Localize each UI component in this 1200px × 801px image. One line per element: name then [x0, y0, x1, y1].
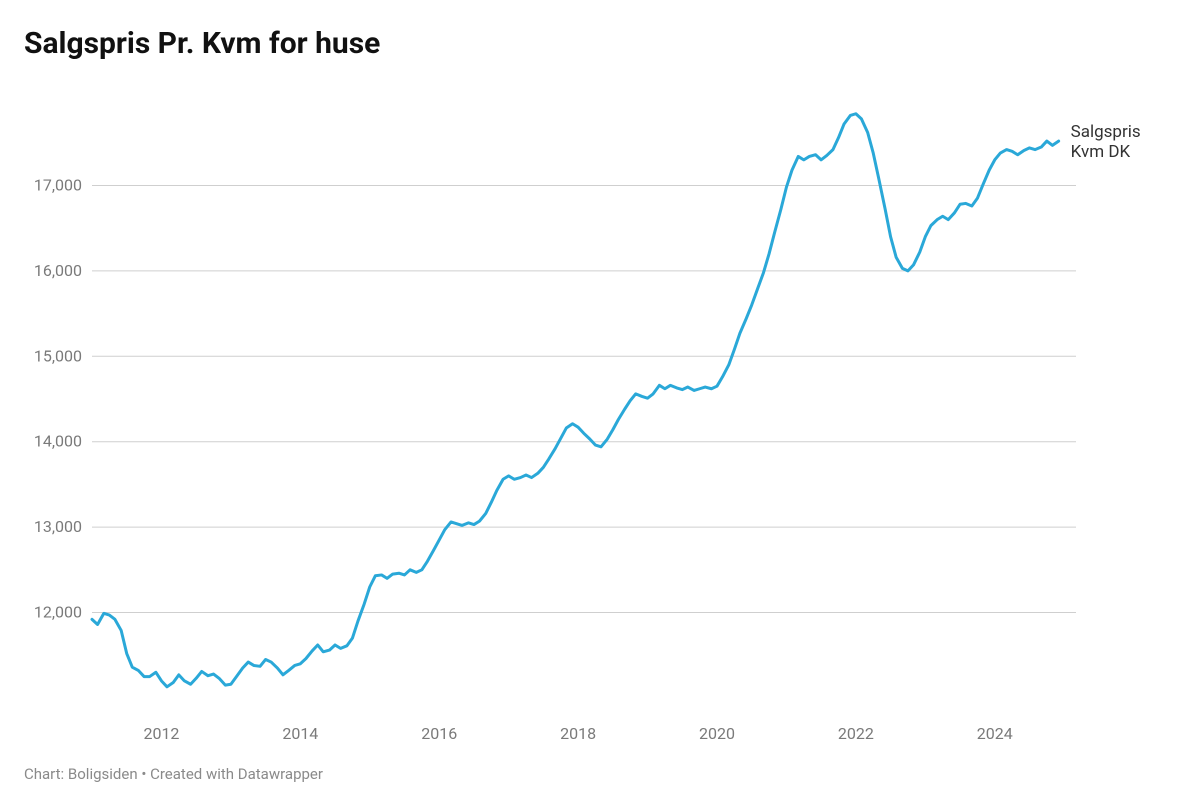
- series-label: Salgspris: [1071, 122, 1141, 142]
- x-tick-label: 2024: [977, 724, 1013, 743]
- chart-attribution: Chart: Boligsiden • Created with Datawra…: [24, 765, 323, 783]
- series-label: Kvm DK: [1071, 142, 1131, 162]
- chart-svg: 12,000 13,000 14,000 15,000 16,000 17,000 2012…: [24, 75, 1176, 745]
- x-tick-label: 2016: [421, 724, 457, 743]
- y-tick-label: 14,000: [34, 432, 82, 451]
- y-tick-label: 13,000: [34, 517, 82, 536]
- y-tick-label: 16,000: [34, 261, 82, 280]
- chart-title: Salgspris Pr. Kvm for huse: [24, 26, 1176, 61]
- y-tick-label: 17,000: [34, 175, 82, 194]
- y-tick-label: 12,000: [34, 603, 82, 622]
- x-tick-label: 2022: [838, 724, 874, 743]
- x-tick-label: 2020: [699, 724, 735, 743]
- x-tick-label: 2018: [560, 724, 596, 743]
- y-tick-label: 15,000: [34, 346, 82, 365]
- chart-container: Salgspris Pr. Kvm for huse 12,00013,0001…: [0, 0, 1200, 801]
- plot-area: 12,000 13,000 14,000 15,000 16,000 17,000 2012…: [24, 75, 1176, 745]
- x-tick-label: 2014: [282, 724, 318, 743]
- x-tick-label: 2012: [143, 724, 179, 743]
- series-line: [92, 114, 1059, 687]
